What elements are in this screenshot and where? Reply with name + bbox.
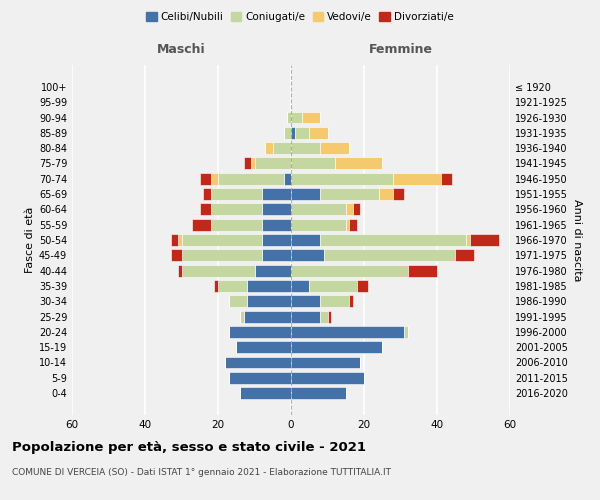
Bar bbox=[262, 204, 291, 216]
Bar bbox=[291, 158, 335, 170]
Bar bbox=[291, 341, 382, 353]
Bar bbox=[287, 112, 291, 124]
Bar bbox=[291, 296, 320, 307]
Bar bbox=[309, 280, 356, 292]
Bar bbox=[229, 372, 291, 384]
Bar bbox=[182, 250, 262, 262]
Bar bbox=[200, 173, 211, 184]
Bar bbox=[251, 158, 254, 170]
Bar bbox=[356, 280, 368, 292]
Bar bbox=[346, 204, 353, 216]
Bar bbox=[455, 250, 473, 262]
Bar bbox=[324, 250, 455, 262]
Bar bbox=[309, 127, 328, 139]
Bar bbox=[335, 158, 382, 170]
Bar bbox=[214, 280, 218, 292]
Bar bbox=[302, 112, 320, 124]
Bar bbox=[291, 387, 346, 399]
Bar bbox=[226, 356, 291, 368]
Bar bbox=[291, 356, 361, 368]
Bar bbox=[182, 264, 254, 276]
Bar bbox=[284, 127, 291, 139]
Bar bbox=[200, 204, 211, 216]
Bar bbox=[229, 296, 247, 307]
Bar bbox=[349, 296, 353, 307]
Bar bbox=[379, 188, 393, 200]
Bar bbox=[265, 142, 273, 154]
Bar bbox=[211, 188, 262, 200]
Bar bbox=[211, 204, 262, 216]
Bar bbox=[404, 326, 408, 338]
Bar bbox=[273, 142, 291, 154]
Bar bbox=[291, 234, 320, 246]
Bar bbox=[291, 173, 393, 184]
Bar bbox=[291, 280, 309, 292]
Bar bbox=[193, 218, 211, 230]
Bar bbox=[218, 280, 247, 292]
Bar bbox=[291, 204, 346, 216]
Bar bbox=[393, 173, 440, 184]
Bar bbox=[466, 234, 470, 246]
Bar bbox=[244, 310, 291, 322]
Bar bbox=[262, 218, 291, 230]
Bar bbox=[203, 188, 211, 200]
Bar bbox=[178, 264, 182, 276]
Bar bbox=[262, 188, 291, 200]
Bar bbox=[236, 341, 291, 353]
Bar bbox=[240, 310, 244, 322]
Bar bbox=[349, 218, 356, 230]
Bar bbox=[291, 310, 320, 322]
Legend: Celibi/Nubili, Coniugati/e, Vedovi/e, Divorziati/e: Celibi/Nubili, Coniugati/e, Vedovi/e, Di… bbox=[142, 8, 458, 26]
Bar bbox=[211, 173, 218, 184]
Bar bbox=[182, 234, 262, 246]
Text: COMUNE DI VERCEIA (SO) - Dati ISTAT 1° gennaio 2021 - Elaborazione TUTTITALIA.IT: COMUNE DI VERCEIA (SO) - Dati ISTAT 1° g… bbox=[12, 468, 391, 477]
Bar bbox=[170, 234, 178, 246]
Bar bbox=[211, 218, 262, 230]
Y-axis label: Anni di nascita: Anni di nascita bbox=[572, 198, 582, 281]
Text: Maschi: Maschi bbox=[157, 44, 206, 56]
Text: Femmine: Femmine bbox=[368, 44, 433, 56]
Bar bbox=[291, 188, 320, 200]
Bar bbox=[408, 264, 437, 276]
Bar bbox=[247, 296, 291, 307]
Bar bbox=[291, 218, 346, 230]
Bar bbox=[328, 310, 331, 322]
Bar bbox=[262, 234, 291, 246]
Bar bbox=[291, 250, 324, 262]
Bar bbox=[346, 218, 349, 230]
Bar bbox=[218, 173, 284, 184]
Bar bbox=[393, 188, 404, 200]
Bar bbox=[170, 250, 182, 262]
Bar bbox=[254, 158, 291, 170]
Bar bbox=[291, 142, 320, 154]
Bar bbox=[320, 188, 379, 200]
Bar bbox=[470, 234, 499, 246]
Bar bbox=[291, 326, 404, 338]
Bar bbox=[320, 234, 466, 246]
Bar bbox=[178, 234, 182, 246]
Bar bbox=[291, 112, 302, 124]
Bar bbox=[291, 264, 408, 276]
Bar bbox=[440, 173, 452, 184]
Bar bbox=[320, 142, 349, 154]
Bar bbox=[244, 158, 251, 170]
Text: Popolazione per età, sesso e stato civile - 2021: Popolazione per età, sesso e stato civil… bbox=[12, 441, 366, 454]
Bar bbox=[247, 280, 291, 292]
Bar bbox=[291, 372, 364, 384]
Bar bbox=[295, 127, 309, 139]
Bar bbox=[320, 310, 328, 322]
Bar bbox=[353, 204, 361, 216]
Bar bbox=[291, 127, 295, 139]
Bar bbox=[262, 250, 291, 262]
Bar bbox=[254, 264, 291, 276]
Bar bbox=[240, 387, 291, 399]
Y-axis label: Fasce di età: Fasce di età bbox=[25, 207, 35, 273]
Bar bbox=[229, 326, 291, 338]
Bar bbox=[284, 173, 291, 184]
Bar bbox=[320, 296, 349, 307]
